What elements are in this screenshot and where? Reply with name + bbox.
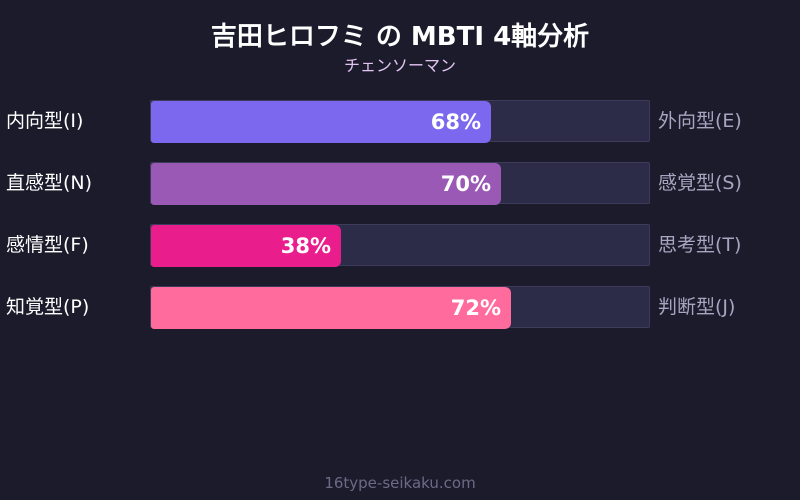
bar-left-label: 内向型(I): [6, 110, 84, 132]
bar-track: 70%: [150, 162, 650, 205]
bar-left-label: 知覚型(P): [6, 296, 90, 318]
bar-track: 38%: [150, 224, 650, 267]
bar-value-label: 72%: [450, 296, 501, 320]
bar-row: 知覚型(P) 72% 判断型(J): [0, 286, 800, 330]
bar-row: 感情型(F) 38% 思考型(T): [0, 224, 800, 268]
bar-right-label: 判断型(J): [658, 296, 736, 318]
bar-right-label: 外向型(E): [658, 110, 742, 132]
bar-right-label: 思考型(T): [658, 234, 742, 256]
bar-fill: 38%: [151, 225, 341, 267]
bar-fill: 72%: [151, 287, 511, 329]
bar-value-label: 70%: [440, 172, 491, 196]
bar-right-label: 感覚型(S): [658, 172, 742, 194]
bar-row: 直感型(N) 70% 感覚型(S): [0, 162, 800, 206]
bar-value-label: 68%: [430, 110, 481, 134]
chart-title: 吉田ヒロフミ の MBTI 4軸分析: [210, 22, 590, 52]
bar-track: 72%: [150, 286, 650, 329]
bar-value-label: 38%: [280, 234, 331, 258]
bar-row: 内向型(I) 68% 外向型(E): [0, 100, 800, 144]
bar-track: 68%: [150, 100, 650, 143]
bar-left-label: 感情型(F): [6, 234, 89, 256]
site-footer: 16type-seikaku.com: [324, 474, 476, 492]
bar-fill: 70%: [151, 163, 501, 205]
chart-subtitle: チェンソーマン: [343, 56, 456, 75]
bar-fill: 68%: [151, 101, 491, 143]
bar-left-label: 直感型(N): [6, 172, 93, 194]
